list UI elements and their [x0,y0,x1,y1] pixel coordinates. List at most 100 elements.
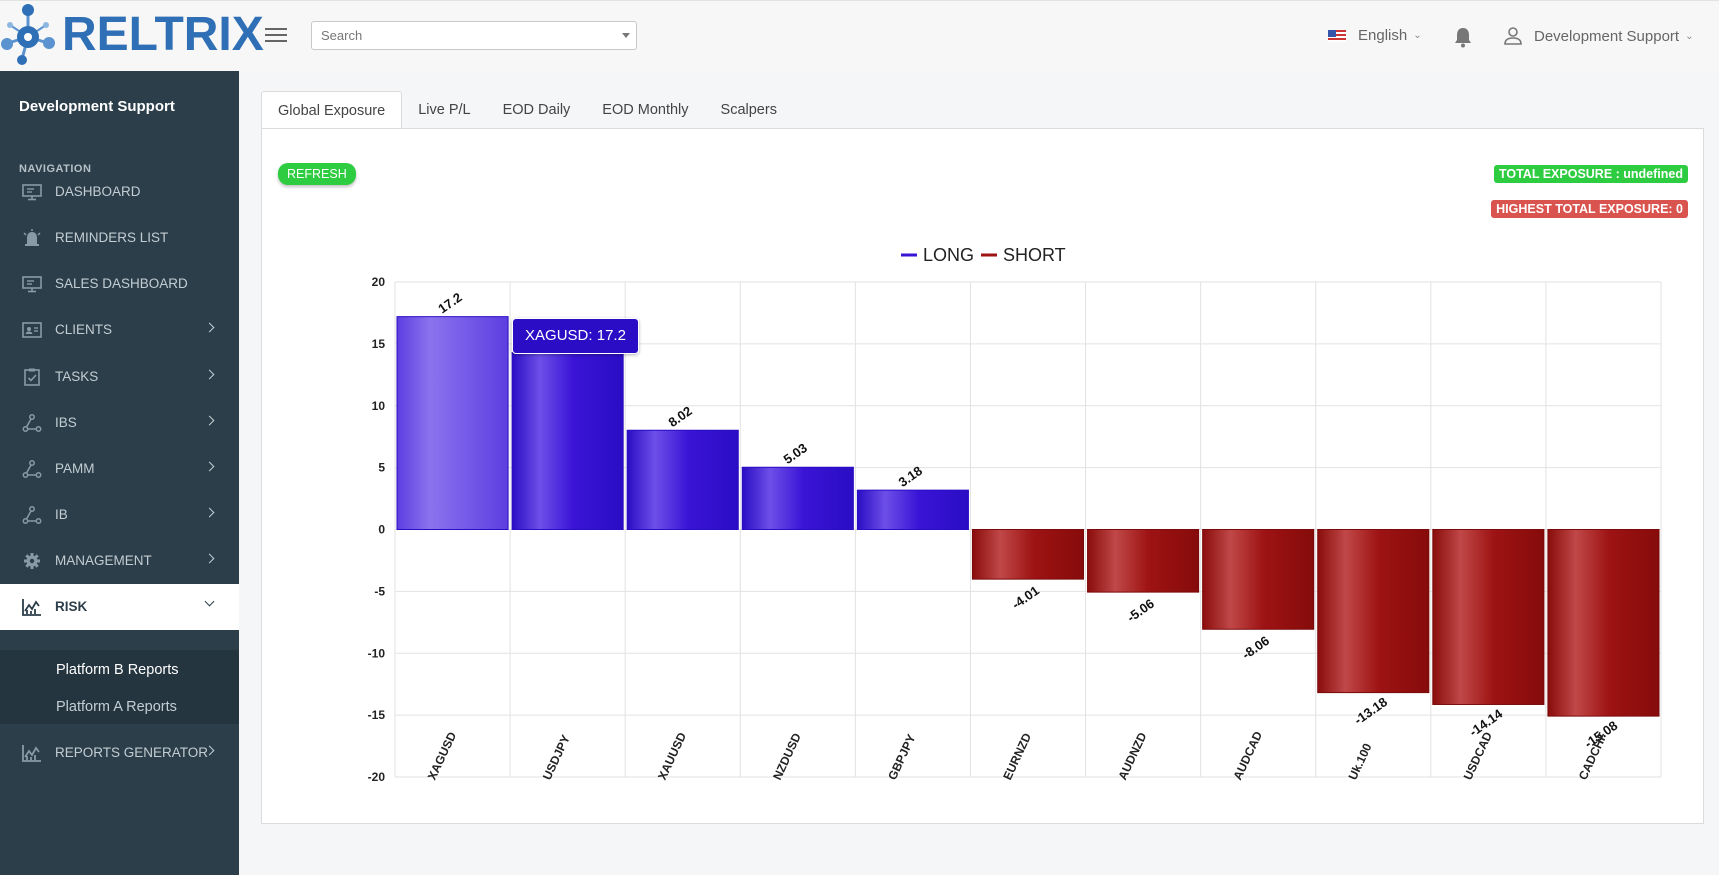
sidebar-item-reports-generator[interactable]: REPORTS GENERATOR [0,730,239,776]
x-tick-label: AUDCAD [1230,729,1265,782]
network-icon [22,460,42,478]
sidebar-item-clients[interactable]: CLIENTS [0,307,239,353]
sidebar-item-pamm[interactable]: PAMM [0,446,239,492]
y-tick-label: 5 [378,461,385,475]
sidebar-item-management[interactable]: MANAGEMENT [0,538,239,584]
search-input[interactable] [312,22,602,49]
chevron-right-icon [204,369,215,380]
data-label: -5.06 [1124,596,1157,625]
exposure-chart: 20151050-5-10-15-20LONGSHORT17.2XAGUSD13… [368,245,1662,784]
user-name: Development Support [1534,27,1680,45]
sidebar-item-label: IBS [55,415,77,430]
y-tick-label: 0 [378,523,385,537]
data-label: -8.06 [1239,633,1272,662]
language-selector[interactable]: English ⌄ [1328,27,1422,44]
sidebar-item-ibs[interactable]: IBS [0,400,239,446]
sidebar-item-label: REPORTS GENERATOR [55,745,209,760]
network-icon [22,414,42,432]
risk-submenu: Platform B Reports Platform A Reports [0,650,239,724]
chevron-down-icon: ⌄ [1685,30,1694,42]
legend-label-long: LONG [923,245,974,265]
bell-icon[interactable] [1453,26,1473,48]
y-tick-label: -5 [374,584,385,598]
x-tick-label: XAUUSD [655,730,689,782]
bar-gbpjpy [856,489,969,530]
data-label: 8.02 [665,403,694,430]
chart-icon [22,744,42,762]
chevron-down-icon[interactable] [622,33,630,38]
user-icon [1504,27,1522,45]
sidebar-item-label: DASHBOARD [55,184,141,199]
data-label: -4.01 [1009,583,1042,612]
chevron-right-icon [204,461,215,472]
y-tick-label: 20 [372,275,386,289]
x-tick-label: NZDUSD [770,731,804,783]
top-bar: RELTRIX English ⌄ Development Support ⌄ [0,0,1719,71]
bar-xauusd [626,429,739,530]
sidebar-item-risk[interactable]: RISK [0,584,239,630]
bar-usdcad [1432,529,1545,705]
tab-live-pl[interactable]: Live P/L [418,102,471,118]
x-tick-label: Uk.100 [1346,741,1375,782]
search-box[interactable] [311,21,637,50]
bar-cadchf [1547,529,1660,717]
nav-heading: NAVIGATION [19,163,92,175]
alarm-icon [22,229,42,247]
sidebar-item-label: PAMM [55,461,95,476]
x-tick-label: XAGUSD [425,729,460,782]
x-tick-label: USDCAD [1461,729,1496,782]
sidebar-item-label: CLIENTS [55,322,113,337]
y-tick-label: -15 [368,708,386,722]
highest-exposure-badge: HIGHEST TOTAL EXPOSURE: 0 [1491,200,1688,218]
sidebar: Development Support NAVIGATION DASHBOARD… [0,71,239,875]
chevron-right-icon [204,553,215,564]
legend-label-short: SHORT [1003,245,1066,265]
monitor-icon [22,183,42,201]
bar-audnzd [1087,529,1200,593]
id-card-icon [22,321,42,339]
sidebar-item-platform-b-reports[interactable]: Platform B Reports [56,662,179,678]
menu-toggle-icon[interactable] [265,28,287,44]
logo-molecule-icon [1,4,55,65]
x-tick-label: CADCHF [1576,730,1610,782]
chevron-down-icon: ⌄ [1413,30,1422,41]
refresh-button[interactable]: REFRESH [278,163,356,185]
chevron-right-icon [204,507,215,518]
tab-eod-monthly[interactable]: EOD Monthly [602,102,689,118]
sidebar-item-reminders-list[interactable]: REMINDERS LIST [0,215,239,261]
sidebar-title: Development Support [19,98,175,115]
sidebar-item-platform-a-reports[interactable]: Platform A Reports [56,699,177,715]
data-label: -13.18 [1351,694,1390,727]
bar-nzdusd [741,466,854,531]
data-label: 17.2 [435,290,464,317]
chevron-down-icon [204,596,215,607]
bar-uk100 [1317,529,1430,694]
chevron-right-icon [204,322,215,333]
tab-global-exposure[interactable]: Global Exposure [261,91,403,129]
logo[interactable]: RELTRIX [0,3,264,69]
y-tick-label: -10 [368,646,386,660]
user-menu[interactable]: Development Support ⌄ [1504,27,1693,45]
chart-tooltip: XAGUSD: 17.2 [512,318,639,354]
tab-eod-daily[interactable]: EOD Daily [502,102,571,118]
y-tick-label: 10 [372,399,386,413]
tab-scalpers[interactable]: Scalpers [720,102,777,118]
sidebar-item-tasks[interactable]: TASKS [0,354,239,400]
sidebar-item-sales-dashboard[interactable]: SALES DASHBOARD [0,261,239,307]
us-flag-icon [1328,29,1346,42]
sidebar-item-ib[interactable]: IB [0,492,239,538]
x-tick-label: AUDNZD [1115,730,1149,782]
bar-audcad [1202,529,1315,630]
data-label: 5.03 [781,440,810,467]
x-tick-label: EURNZD [1000,731,1034,783]
chart-icon [22,598,42,616]
x-tick-label: GBPJPY [885,732,918,782]
chevron-right-icon [204,415,215,426]
sidebar-item-dashboard[interactable]: DASHBOARD [0,169,239,215]
network-icon [22,506,42,524]
y-tick-label: 15 [372,337,386,351]
total-exposure-badge: TOTAL EXPOSURE : undefined [1493,165,1688,183]
monitor-icon [22,275,42,293]
language-label: English [1358,27,1408,44]
sidebar-item-label: MANAGEMENT [55,553,152,568]
